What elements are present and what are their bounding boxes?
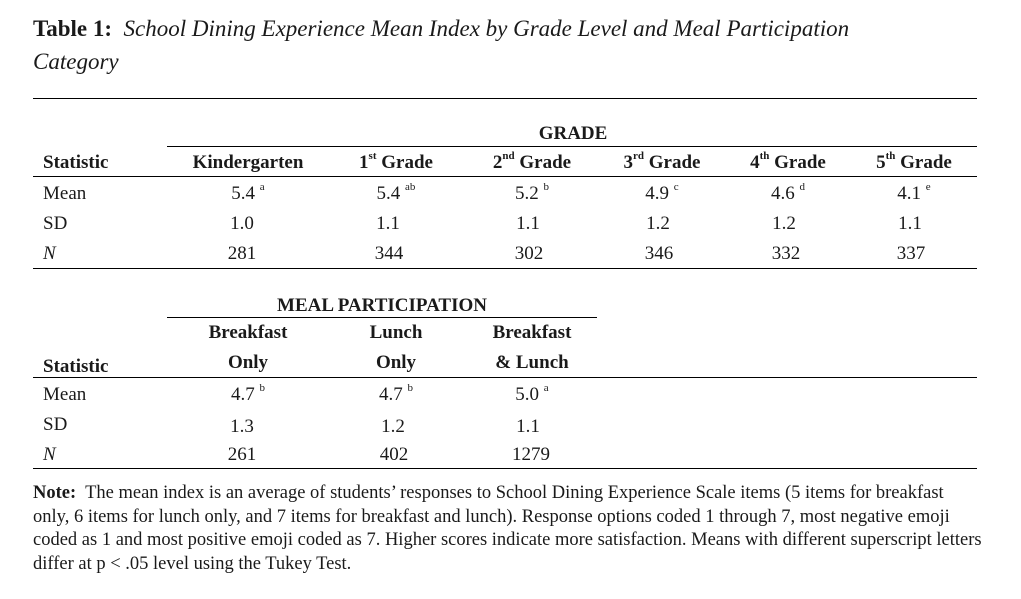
col-header-kindergarten: Kindergarten [192, 152, 304, 173]
table-note: Note: The mean index is an average of st… [33, 482, 983, 576]
statistic-header: Statistic [43, 152, 109, 173]
table-cell: 337 [896, 243, 926, 264]
row-label-n-2: N [43, 444, 56, 465]
row-label-mean-2: Mean [43, 384, 87, 405]
table-cell: 1.1 [516, 213, 540, 234]
table-cell: 5.4 ab [376, 180, 416, 204]
table-cell: 261 [227, 444, 257, 465]
table-cell: 4.7 b [379, 381, 413, 405]
statistic-header-2: Statistic [43, 356, 109, 377]
col-header-breakfast-line1: Breakfast [208, 322, 288, 343]
table-cell: 302 [514, 243, 544, 264]
table-label: Table 1: [33, 16, 113, 41]
table-cell: 1.3 [230, 416, 254, 437]
row-label-mean: Mean [43, 183, 87, 204]
col-header-both-line1: Breakfast [492, 322, 572, 343]
col-header-both-line2: & Lunch [495, 352, 569, 373]
meal-group-rule [167, 317, 597, 318]
table-cell: 332 [771, 243, 801, 264]
table-cell: 5.2 b [515, 180, 549, 204]
table-cell: 1.1 [898, 213, 922, 234]
col-header-lunch-line2: Only [375, 352, 417, 373]
table-caption: School Dining Experience Mean Index by G… [33, 16, 850, 74]
table-cell: 344 [374, 243, 404, 264]
table-cell: 346 [644, 243, 674, 264]
table-cell: 402 [379, 444, 409, 465]
note-label: Note: [33, 483, 77, 503]
table1-bottom-rule [33, 268, 977, 269]
table-cell: 1.2 [646, 213, 670, 234]
grade-group-header: GRADE [538, 123, 608, 144]
col-header-grade-3: 3rd Grade [623, 149, 701, 173]
row-label-sd: SD [43, 213, 68, 234]
table-cell: 1279 [512, 444, 550, 465]
table-cell: 4.1 e [897, 180, 931, 204]
table-cell: 4.6 d [771, 180, 805, 204]
table-cell: 5.4 a [231, 180, 265, 204]
table-cell: 1.1 [376, 213, 400, 234]
table-cell: 4.7 b [231, 381, 265, 405]
col-header-grade-5: 5th Grade [876, 149, 952, 173]
table-cell: 281 [227, 243, 257, 264]
col-header-grade-1: 1st Grade [359, 149, 433, 173]
grade-group-rule [167, 146, 977, 147]
header-rule-2 [33, 377, 977, 378]
note-text: The mean index is an average of students… [33, 483, 982, 574]
table-cell: 1.1 [516, 416, 540, 437]
table-title: Table 1: School Dining Experience Mean I… [33, 12, 933, 78]
row-label-sd-2: SD [43, 414, 68, 435]
row-label-n: N [43, 243, 56, 264]
table-cell: 1.0 [230, 213, 254, 234]
col-header-grade-2: 2nd Grade [492, 149, 572, 173]
col-header-breakfast-line2: Only [227, 352, 269, 373]
table-cell: 4.9 c [645, 180, 679, 204]
table-cell: 5.0 a [515, 381, 549, 405]
table2-bottom-rule [33, 468, 977, 469]
header-rule [33, 176, 977, 177]
table-cell: 1.2 [381, 416, 405, 437]
col-header-lunch-line1: Lunch [369, 322, 423, 343]
meal-group-header: MEAL PARTICIPATION [277, 295, 487, 316]
table-cell: 1.2 [772, 213, 796, 234]
col-header-grade-4: 4th Grade [750, 149, 826, 173]
top-rule [33, 98, 977, 99]
